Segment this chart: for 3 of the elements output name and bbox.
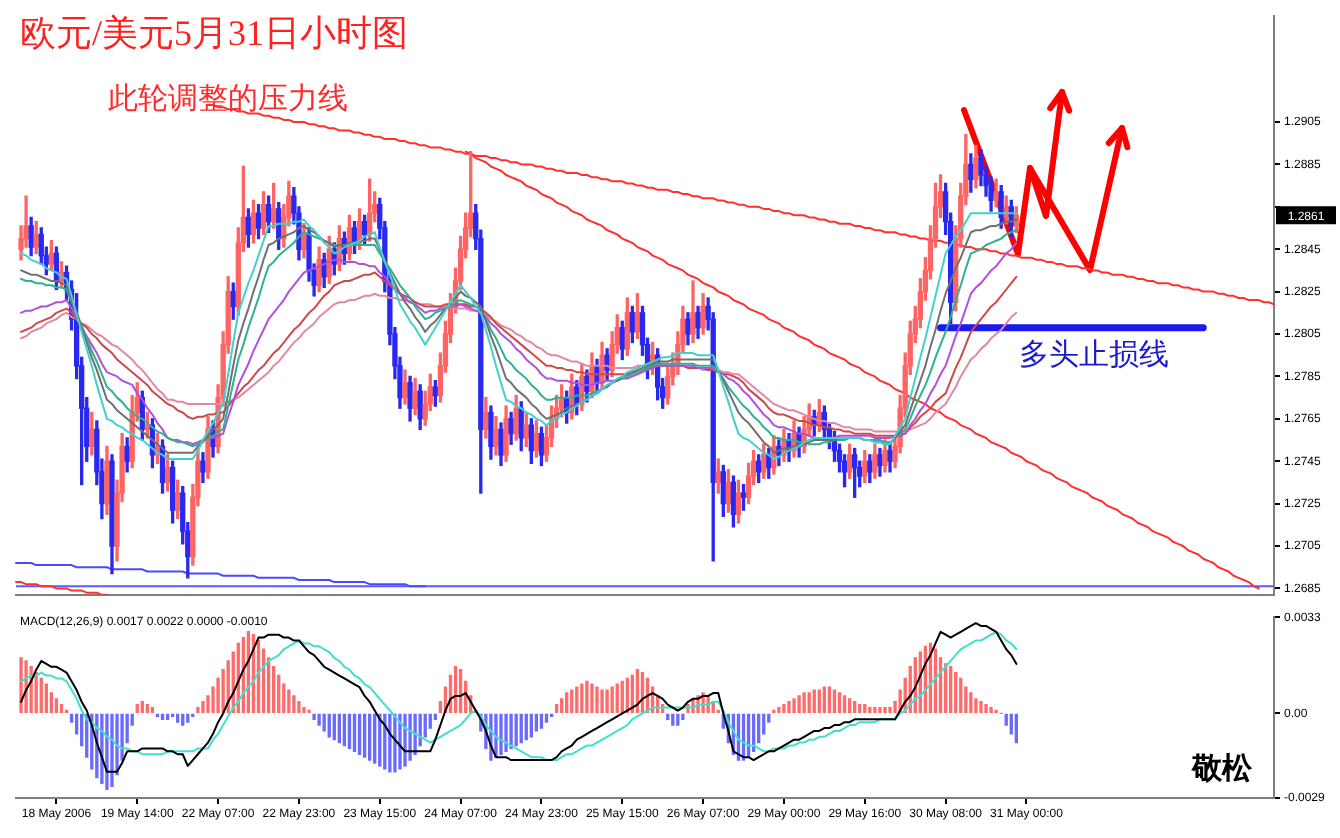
chart-title: 欧元/美元5月31日小时图 [20, 13, 409, 54]
annotation: 敬松 [1190, 751, 1254, 786]
annotation: 多头止损线 [1019, 337, 1169, 372]
